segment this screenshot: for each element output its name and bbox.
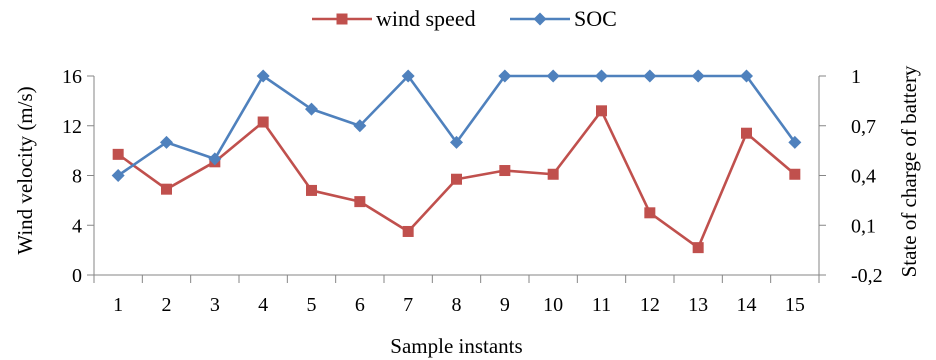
x-tick-label: 1	[113, 294, 123, 316]
data-point-soc	[788, 135, 802, 149]
legend-marker-soc	[533, 12, 547, 26]
legend-marker-wind-speed	[336, 13, 348, 25]
data-point-wind-speed	[644, 207, 656, 219]
x-tick-label: 5	[307, 294, 317, 316]
x-tick-label: 3	[210, 294, 220, 316]
x-tick-label: 8	[452, 294, 462, 316]
data-point-soc	[401, 69, 415, 83]
x-tick-label: 14	[737, 294, 757, 316]
data-point-soc	[305, 102, 318, 116]
data-point-wind-speed	[741, 127, 752, 139]
data-point-soc	[740, 69, 753, 83]
data-point-wind-speed	[257, 116, 269, 128]
right-y-tick-label: 0,4	[851, 166, 876, 188]
data-point-soc	[595, 69, 608, 83]
data-point-wind-speed	[596, 105, 607, 117]
data-point-soc	[353, 119, 367, 133]
x-tick-label: 11	[592, 294, 611, 316]
legend-label-wind-speed: wind speed	[376, 6, 476, 31]
left-y-tick-label: 4	[72, 215, 82, 237]
data-point-wind-speed	[547, 168, 559, 180]
data-point-wind-speed	[789, 168, 801, 180]
series-soc	[111, 69, 802, 182]
data-point-wind-speed	[161, 183, 172, 195]
right-y-tick-label: -0,2	[851, 265, 883, 287]
left-y-tick-label: 8	[72, 166, 82, 188]
data-point-soc	[498, 69, 512, 83]
data-point-wind-speed	[451, 173, 462, 185]
x-tick-label: 6	[355, 294, 365, 316]
axes: 1 2 3 4 5 6 7 8 9 10 11 12 13 14 150481216-0,20,10,40,…	[62, 66, 883, 316]
x-tick-label: 2	[162, 294, 172, 316]
right-y-axis-title: State of charge of battery	[897, 65, 921, 277]
x-tick-label: 10	[543, 294, 563, 316]
data-point-soc	[208, 152, 222, 166]
x-axis-title: Sample instants	[390, 334, 522, 358]
x-tick-label: 13	[688, 294, 708, 316]
left-y-axis-title: Wind velocity (m/s)	[13, 86, 37, 254]
x-tick-label: 12	[640, 294, 660, 316]
right-y-tick-label: 0,7	[851, 116, 876, 138]
data-point-soc	[450, 135, 463, 149]
legend: wind speed SOC	[312, 6, 617, 31]
series-layer	[111, 69, 802, 254]
data-point-wind-speed	[692, 242, 704, 254]
data-point-wind-speed	[402, 225, 414, 237]
x-tick-label: 7	[403, 294, 413, 316]
right-y-tick-label: 1	[851, 66, 861, 88]
data-point-wind-speed	[112, 148, 124, 160]
left-y-tick-label: 12	[62, 116, 82, 138]
left-y-tick-label: 0	[72, 265, 82, 287]
x-tick-label: 9	[500, 294, 510, 316]
legend-label-soc: SOC	[574, 6, 617, 31]
data-point-soc	[160, 135, 173, 149]
data-point-soc	[256, 69, 270, 83]
data-point-wind-speed	[306, 184, 317, 196]
data-point-soc	[691, 69, 705, 83]
right-y-tick-label: 0,1	[851, 215, 876, 237]
data-point-wind-speed	[499, 165, 511, 177]
x-tick-label: 15	[785, 294, 805, 316]
data-point-soc	[546, 69, 560, 83]
left-y-tick-label: 16	[62, 66, 82, 88]
data-point-wind-speed	[354, 196, 366, 208]
x-tick-label: 4	[258, 294, 268, 316]
data-point-soc	[111, 169, 125, 182]
data-point-soc	[643, 69, 657, 83]
series-wind-speed	[112, 105, 801, 254]
